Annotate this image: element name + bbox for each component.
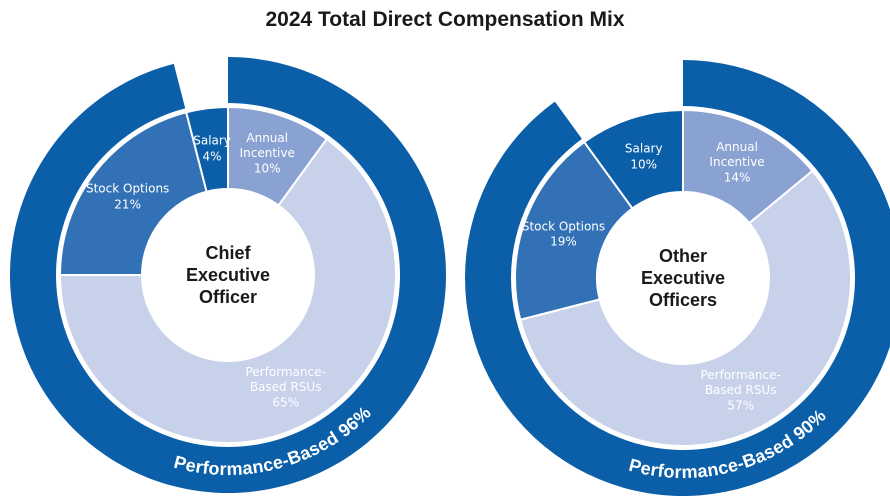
slice (519, 169, 852, 447)
slice-label: Stock Options (85, 181, 170, 196)
slice (58, 137, 397, 444)
slice-value: 10% (630, 157, 658, 172)
slice-label: Performance-Based RSUs (700, 368, 781, 398)
slice-label: Salary (624, 141, 663, 156)
slice-value: 19% (550, 234, 577, 249)
slice-value: 14% (723, 170, 751, 185)
slice-value: 21% (114, 197, 141, 212)
center-label: Chief Executive Officer (185, 243, 271, 307)
slice-value: 10% (253, 161, 281, 176)
slice-value: 4% (202, 149, 222, 163)
slice-value: 65% (272, 395, 299, 410)
slice-label: Salary (193, 133, 231, 148)
chart-title: 2024 Total Direct Compensation Mix (265, 8, 625, 31)
slice (185, 105, 229, 193)
center-label: Other Executive Officers (640, 246, 726, 310)
slice-label: Annual Incentive (709, 140, 765, 170)
slice (58, 111, 208, 276)
slice-value: 57% (727, 398, 754, 413)
slice-label: Performance-Based RSUs (245, 365, 326, 395)
slice (582, 108, 684, 210)
slice-label: Annual Incentive (239, 131, 295, 161)
slice (514, 140, 634, 321)
slice-label: Stock Options (521, 219, 606, 234)
